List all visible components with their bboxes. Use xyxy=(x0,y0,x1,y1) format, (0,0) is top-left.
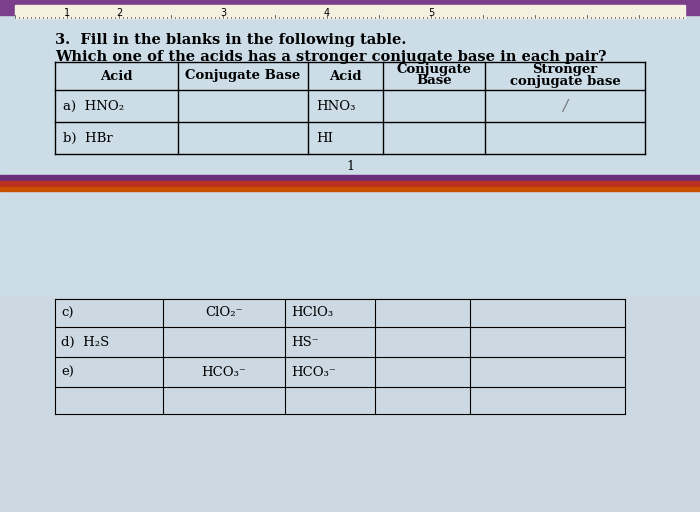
Bar xyxy=(0,297,700,512)
Text: 4: 4 xyxy=(324,8,330,18)
Text: d)  H₂S: d) H₂S xyxy=(61,335,109,349)
Text: Stronger: Stronger xyxy=(533,63,598,76)
Text: HS⁻: HS⁻ xyxy=(291,335,318,349)
Bar xyxy=(15,5,685,18)
Text: Conjugate Base: Conjugate Base xyxy=(186,70,300,82)
Bar xyxy=(0,182,700,297)
Text: a)  HNO₂: a) HNO₂ xyxy=(63,99,124,113)
Text: HCO₃⁻: HCO₃⁻ xyxy=(291,366,336,378)
Text: c): c) xyxy=(61,307,74,319)
Text: b)  HBr: b) HBr xyxy=(63,132,113,144)
Text: HNO₃: HNO₃ xyxy=(316,99,356,113)
Text: 1: 1 xyxy=(346,160,354,174)
Text: Which one of the acids has a stronger conjugate base in each pair?: Which one of the acids has a stronger co… xyxy=(55,50,606,64)
Text: ClO₂⁻: ClO₂⁻ xyxy=(205,307,243,319)
Text: Acid: Acid xyxy=(100,70,133,82)
Text: HI: HI xyxy=(316,132,333,144)
Bar xyxy=(0,175,700,181)
Bar xyxy=(0,0,700,15)
Text: HCO₃⁻: HCO₃⁻ xyxy=(202,366,246,378)
Text: 5: 5 xyxy=(428,8,434,18)
Text: 1: 1 xyxy=(64,8,70,18)
Bar xyxy=(0,187,700,191)
Text: conjugate base: conjugate base xyxy=(510,75,620,88)
Bar xyxy=(0,181,700,187)
Text: Conjugate: Conjugate xyxy=(396,63,472,76)
Text: Acid: Acid xyxy=(329,70,362,82)
Text: 3: 3 xyxy=(220,8,226,18)
Text: /: / xyxy=(562,98,568,114)
Bar xyxy=(0,0,700,182)
Text: HClO₃: HClO₃ xyxy=(291,307,333,319)
Text: 2: 2 xyxy=(116,8,122,18)
Text: Base: Base xyxy=(416,75,452,88)
Text: e): e) xyxy=(61,366,74,378)
Text: 3.  Fill in the blanks in the following table.: 3. Fill in the blanks in the following t… xyxy=(55,33,407,47)
